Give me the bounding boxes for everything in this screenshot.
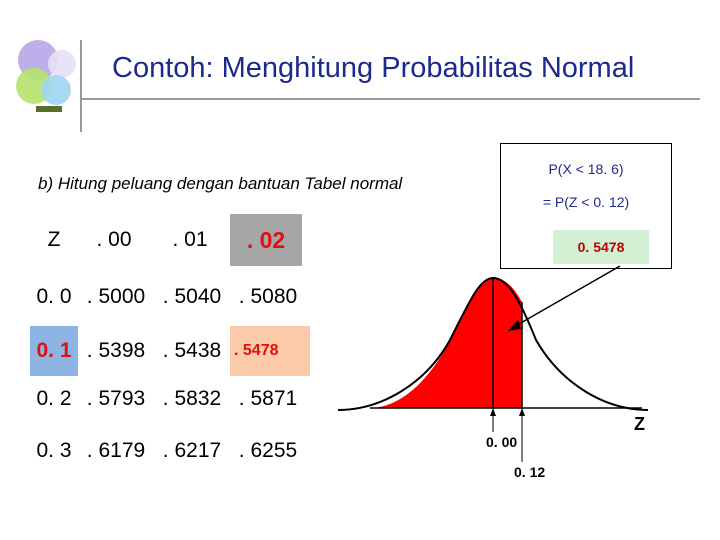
mark-label-mean: 0. 00 [486,434,518,450]
table-row-label-highlighted: 0. 1 [36,339,72,362]
table-header-col-02: . 02 [246,226,286,253]
table-cell: . 5793 [86,387,146,410]
probability-z-text: = P(Z < 0. 12) [542,194,630,210]
shaded-area [370,278,522,408]
highlighted-column [230,214,302,266]
pointer-arrowhead [508,320,521,331]
table-header-col-00: . 00 [96,228,132,251]
table-cell-result: . 5478 [234,342,279,359]
mark-label-z: 0. 12 [514,464,546,480]
decor-horizontal-line [80,98,700,100]
table-row-label: 0. 3 [36,439,72,462]
table-cell: . 5438 [162,339,222,362]
table-cell: . 5871 [238,387,298,410]
table-cell: . 5080 [238,285,298,308]
table-cell: . 5832 [162,387,222,410]
slide-logo-icon [16,40,76,112]
table-cell: . 5000 [86,285,146,308]
normal-curve-graph [337,265,649,462]
probability-x-text: P(X < 18. 6) [548,161,624,177]
table-cell: . 6255 [238,439,298,462]
table-header-col-01: . 01 [172,228,208,251]
highlighted-row [30,326,78,376]
slide-subtitle: b) Hitung peluang dengan bantuan Tabel n… [38,174,403,193]
z-table: Z . 00 . 01 . 02 0. 0 . 5000 . 5040 . 50… [30,214,310,476]
slide-title: Contoh: Menghitung Probabilitas Normal [112,52,635,84]
probability-box: P(X < 18. 6) = P(Z < 0. 12) 0. 5478 [500,143,672,269]
table-cell: . 5398 [86,339,146,362]
pointer-arrow [511,265,621,329]
probability-value: 0. 5478 [553,230,649,264]
table-cell: . 6179 [86,439,146,462]
table-cell: . 6217 [162,439,222,462]
axis-label-z: Z [634,414,645,434]
highlighted-cell [230,326,310,376]
table-row-label: 0. 0 [36,285,72,308]
decor-vertical-line [80,40,82,132]
table-header-z: Z [47,228,61,251]
table-row-label: 0. 2 [36,387,72,410]
table-cell: . 5040 [162,285,222,308]
